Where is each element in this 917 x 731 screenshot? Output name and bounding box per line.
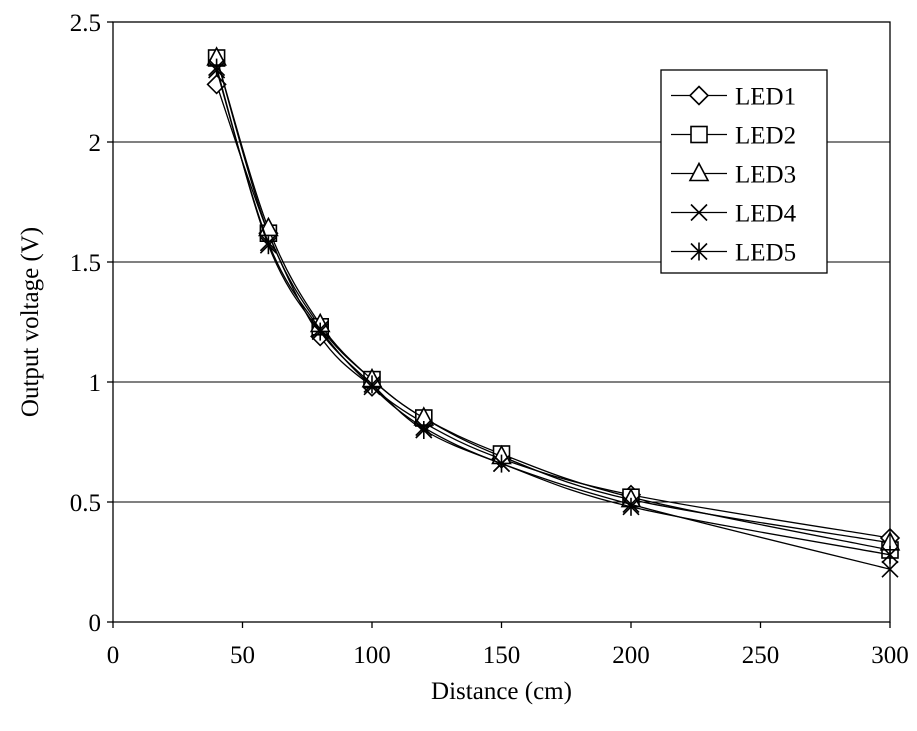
- x-tick-label: 50: [230, 642, 255, 669]
- asterisk-marker: [415, 421, 433, 439]
- y-tick-label: 0: [89, 610, 102, 637]
- x-axis-ticks: 0 50 100 150 200 250 300: [107, 622, 909, 669]
- asterisk-marker: [208, 58, 226, 77]
- legend-label: LED5: [735, 240, 796, 267]
- x-tick-label: 250: [742, 642, 780, 669]
- x-marker: [690, 203, 708, 222]
- legend-label: LED3: [735, 162, 796, 189]
- asterisk-marker: [311, 322, 329, 341]
- y-tick-label: 2.5: [70, 10, 101, 37]
- x-tick-label: 200: [612, 642, 650, 669]
- y-tick-label: 2: [89, 130, 102, 157]
- x-tick-label: 100: [353, 642, 391, 669]
- legend-item: LED4: [671, 201, 797, 228]
- triangle-marker: [688, 161, 710, 182]
- series-layer: [206, 46, 901, 578]
- legend-item: LED1: [671, 84, 796, 111]
- asterisk-marker: [259, 236, 277, 255]
- y-axis-title: Output voltage (V): [17, 227, 44, 417]
- x-tick-label: 0: [107, 642, 120, 669]
- x-axis-title: Distance (cm): [431, 678, 572, 705]
- asterisk-marker: [622, 497, 640, 516]
- square-marker: [690, 125, 708, 144]
- legend-item: LED3: [671, 162, 796, 189]
- legend-label: LED1: [735, 84, 796, 111]
- asterisk-marker: [690, 242, 708, 261]
- diamond-marker: [688, 85, 710, 106]
- legend-label: LED2: [735, 123, 796, 150]
- legend: LED1 LED2 LED3 LED4 LED5: [660, 69, 828, 274]
- legend-label: LED4: [735, 201, 797, 228]
- legend-item: LED2: [671, 123, 796, 150]
- y-tick-label: 0.5: [70, 490, 101, 517]
- x-tick-label: 300: [871, 642, 909, 669]
- series-led5: [208, 58, 899, 564]
- y-axis-ticks: 0 0.5 1 1.5 2 2.5: [70, 10, 113, 637]
- x-tick-label: 150: [483, 642, 521, 669]
- asterisk-marker: [492, 454, 511, 473]
- y-tick-label: 1: [89, 370, 102, 397]
- legend-box: [660, 69, 828, 274]
- y-tick-label: 1.5: [70, 250, 101, 277]
- asterisk-marker: [363, 375, 381, 394]
- legend-item: LED5: [671, 240, 796, 267]
